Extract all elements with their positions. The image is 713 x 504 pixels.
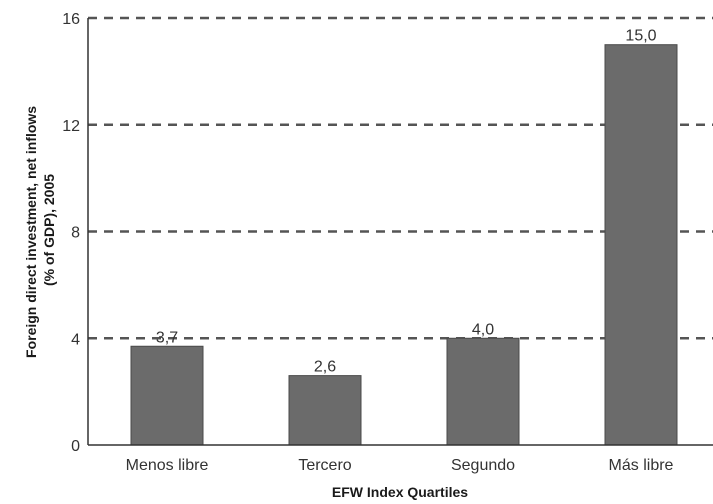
x-tick-label: Tercero: [298, 457, 351, 474]
y-tick-label: 16: [62, 11, 80, 28]
data-label: 4,0: [472, 321, 494, 338]
x-tick-label: Segundo: [451, 457, 515, 474]
y-axis-title: Foreign direct investment, net inflows (…: [23, 102, 57, 358]
bar: [288, 375, 362, 446]
x-axis-title: EFW Index Quartiles: [332, 484, 468, 500]
data-labels: 3,7 2,6 4,0 15,0: [156, 28, 657, 376]
y-tick-labels: 0 4 8 12 16: [62, 11, 80, 455]
x-tick-label: Más libre: [609, 457, 674, 474]
data-label: 2,6: [314, 359, 336, 376]
axes: [87, 18, 713, 446]
bars: [130, 44, 678, 446]
y-tick-label: 8: [71, 225, 80, 242]
x-tick-labels: Menos libre Tercero Segundo Más libre: [126, 457, 674, 474]
bar: [446, 337, 520, 446]
data-label: 15,0: [625, 28, 656, 45]
x-tick-label: Menos libre: [126, 457, 209, 474]
y-tick-label: 4: [71, 331, 80, 348]
bar: [130, 345, 204, 446]
bar: [604, 44, 678, 446]
data-label: 3,7: [156, 329, 178, 346]
y-axis-title-line-2: (% of GDP), 2005: [41, 174, 57, 286]
y-axis-title-line-1: Foreign direct investment, net inflows: [23, 106, 39, 358]
y-tick-label: 12: [62, 118, 80, 135]
y-tick-label: 0: [71, 438, 80, 455]
